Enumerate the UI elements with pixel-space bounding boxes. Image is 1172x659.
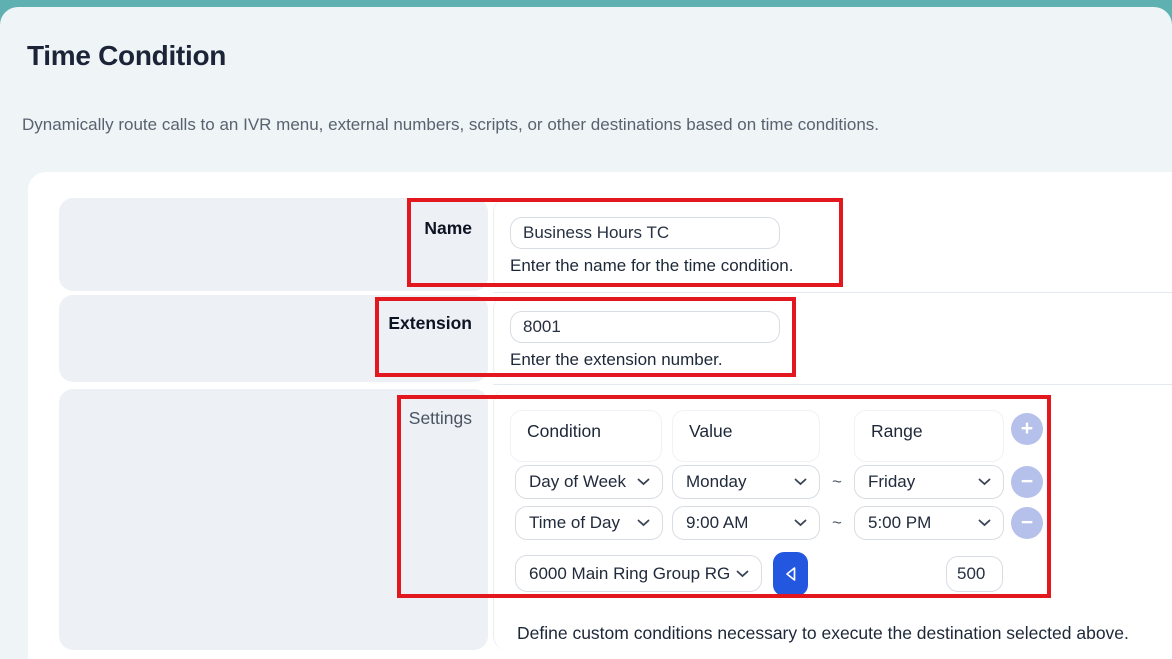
condition-select-1-value: Day of Week	[529, 472, 627, 491]
condition-select-2-value: Time of Day	[529, 513, 621, 532]
triangle-left-icon	[785, 567, 795, 581]
page-title: Time Condition	[27, 40, 227, 71]
extension-label-cell: Extension	[59, 295, 488, 382]
extension-label: Extension	[388, 313, 472, 333]
chevron-down-icon	[794, 519, 807, 527]
destination-select-value: 6000 Main Ring Group RG	[529, 563, 731, 583]
extension-content-cell: Enter the extension number.	[493, 295, 1172, 382]
page-description: Dynamically route calls to an IVR menu, …	[22, 115, 880, 134]
chevron-down-icon	[736, 570, 749, 577]
value-select-2-value: 9:00 AM	[686, 513, 749, 532]
range-select-1[interactable]: Friday	[854, 465, 1004, 499]
settings-label: Settings	[408, 408, 472, 428]
row-divider	[493, 292, 1172, 293]
remove-condition-button-2[interactable]: −	[1011, 507, 1043, 539]
range-select-2-value: 5:00 PM	[868, 513, 932, 532]
condition-select-2[interactable]: Time of Day	[515, 506, 663, 540]
range-tilde: ~	[832, 472, 842, 491]
name-label-cell: Name	[59, 198, 488, 291]
range-select-2[interactable]: 5:00 PM	[854, 506, 1004, 540]
settings-content-cell: Condition Value Range + Day of Week Mond…	[493, 389, 1172, 650]
chevron-down-icon	[978, 478, 991, 486]
order-input[interactable]	[946, 556, 1003, 592]
column-header-range: Range	[854, 410, 1004, 462]
minus-icon: −	[1020, 469, 1034, 493]
add-condition-button[interactable]: +	[1011, 413, 1043, 445]
chevron-down-icon	[978, 519, 991, 527]
plus-icon: +	[1020, 416, 1034, 440]
column-header-value: Value	[672, 410, 820, 462]
page-panel: Time Condition Dynamically route calls t…	[0, 7, 1172, 659]
chevron-down-icon	[637, 478, 650, 486]
minus-icon: −	[1020, 510, 1034, 534]
column-header-condition: Condition	[510, 410, 662, 462]
settings-label-cell: Settings	[59, 389, 488, 650]
name-label: Name	[424, 218, 472, 238]
name-content-cell: Enter the name for the time condition.	[493, 198, 1172, 291]
chevron-down-icon	[637, 519, 650, 527]
name-input[interactable]	[510, 217, 780, 249]
extension-help: Enter the extension number.	[510, 350, 723, 369]
form-card: Name Enter the name for the time conditi…	[28, 172, 1172, 659]
name-help: Enter the name for the time condition.	[510, 256, 794, 275]
remove-condition-button-1[interactable]: −	[1011, 466, 1043, 498]
destination-select[interactable]: 6000 Main Ring Group RG	[515, 555, 762, 592]
chevron-down-icon	[794, 478, 807, 486]
value-select-1[interactable]: Monday	[672, 465, 820, 499]
value-select-2[interactable]: 9:00 AM	[672, 506, 820, 540]
play-destination-button[interactable]	[773, 552, 808, 596]
extension-input[interactable]	[510, 311, 780, 343]
range-select-1-value: Friday	[868, 472, 916, 491]
condition-select-1[interactable]: Day of Week	[515, 465, 663, 499]
range-tilde: ~	[832, 513, 842, 532]
row-divider	[493, 384, 1172, 385]
value-select-1-value: Monday	[686, 472, 747, 491]
settings-help: Define custom conditions necessary to ex…	[517, 623, 1129, 643]
